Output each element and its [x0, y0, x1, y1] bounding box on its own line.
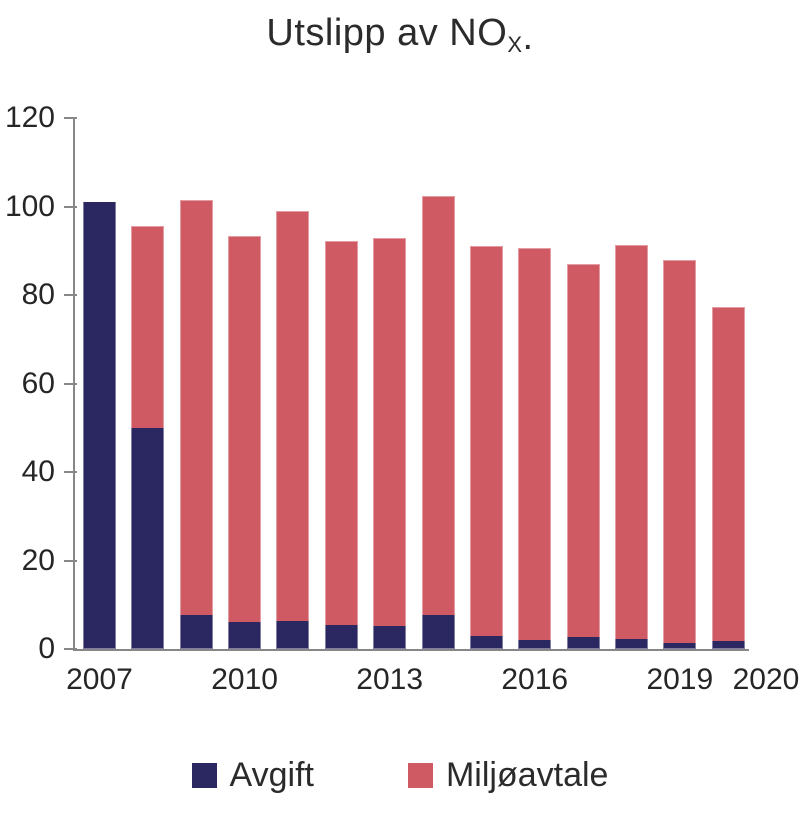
y-tick-label-80: 80 — [21, 278, 55, 311]
bar-2009-miljoavtale — [179, 200, 213, 616]
chart-title-subscript: X — [507, 32, 523, 58]
bar-2017-avgift — [566, 637, 600, 649]
bar-2012-miljoavtale — [324, 241, 358, 625]
x-tick-label-2020: 2020 — [732, 663, 800, 696]
y-tick-label-40: 40 — [21, 455, 55, 488]
legend-item-avgift: Avgift — [191, 756, 314, 795]
x-tick-label-2010: 2010 — [211, 663, 278, 696]
legend: Avgift Miljøavtale — [0, 756, 800, 795]
bar-2011 — [276, 210, 310, 649]
x-tick-label-2007: 2007 — [66, 663, 133, 696]
bar-2013-miljoavtale — [373, 238, 407, 626]
chart-title-text: Utslipp av NO — [266, 12, 508, 54]
bar-2007-avgift — [83, 202, 116, 649]
bar-2009-avgift — [179, 615, 213, 649]
bar-2009 — [179, 200, 213, 649]
bar-2018-avgift — [614, 639, 648, 649]
bar-2011-avgift — [276, 620, 310, 649]
bar-2014-avgift — [421, 615, 455, 649]
bar-2019-avgift — [663, 642, 697, 649]
x-tick-label-2019: 2019 — [646, 663, 714, 696]
bar-2008 — [131, 225, 165, 649]
bar-2010-avgift — [228, 622, 262, 649]
bar-2018-miljoavtale — [614, 245, 648, 640]
legend-label-miljoavtale: Miljøavtale — [445, 756, 609, 794]
y-tick-label-100: 100 — [4, 189, 55, 223]
legend-swatch-avgift — [191, 763, 217, 788]
bar-2010-miljoavtale — [228, 236, 262, 623]
bar-2018 — [614, 245, 648, 649]
chart-title-period: . — [522, 15, 534, 58]
y-tick-label-60: 60 — [21, 366, 55, 400]
y-tick-40 — [64, 471, 77, 473]
bar-2012 — [324, 241, 358, 649]
bar-2020-avgift — [711, 641, 745, 649]
y-tick-60 — [64, 382, 77, 385]
y-tick-20 — [64, 559, 77, 562]
bar-2008-avgift — [131, 427, 165, 649]
y-tick-80 — [64, 294, 77, 296]
bar-2015 — [469, 246, 503, 649]
bar-2016-avgift — [518, 640, 552, 649]
bar-2016 — [518, 247, 552, 649]
bar-2020-miljoavtale — [711, 307, 745, 642]
bar-2019-miljoavtale — [663, 260, 697, 643]
bar-2011-miljoavtale — [276, 210, 310, 621]
y-tick-120 — [64, 117, 77, 119]
y-tick-label-0: 0 — [38, 632, 55, 665]
y-tick-label-120: 120 — [4, 101, 55, 134]
bar-2015-avgift — [469, 636, 503, 649]
x-tick-label-2013: 2013 — [356, 663, 424, 696]
chart-title: Utslipp av NOX. — [0, 12, 800, 59]
legend-item-miljoavtale: Miljøavtale — [407, 756, 609, 795]
bar-2019 — [663, 260, 697, 649]
x-tick-label-2016: 2016 — [501, 663, 569, 696]
y-tick-0 — [64, 648, 77, 650]
plot-area: 0 20 40 60 80 100 120 2007 2010 2013 2016 2019 2020 — [5, 102, 799, 697]
bar-2016-miljoavtale — [518, 247, 552, 641]
bar-2020 — [711, 307, 745, 649]
bar-2014 — [421, 195, 455, 649]
y-tick-100 — [64, 205, 77, 208]
bar-2014-miljoavtale — [421, 195, 455, 616]
bar-2013 — [373, 238, 407, 649]
legend-swatch-miljoavtale — [407, 763, 433, 788]
bar-2013-avgift — [373, 626, 407, 649]
bar-2017-miljoavtale — [566, 264, 600, 638]
bar-2012-avgift — [324, 624, 358, 649]
y-tick-label-20: 20 — [21, 543, 55, 577]
bar-2007 — [83, 202, 116, 649]
bar-2015-miljoavtale — [469, 246, 503, 637]
bar-2010 — [228, 236, 262, 649]
bar-2008-miljoavtale — [131, 225, 165, 428]
bar-2017 — [566, 264, 600, 649]
legend-label-avgift: Avgift — [229, 756, 314, 794]
